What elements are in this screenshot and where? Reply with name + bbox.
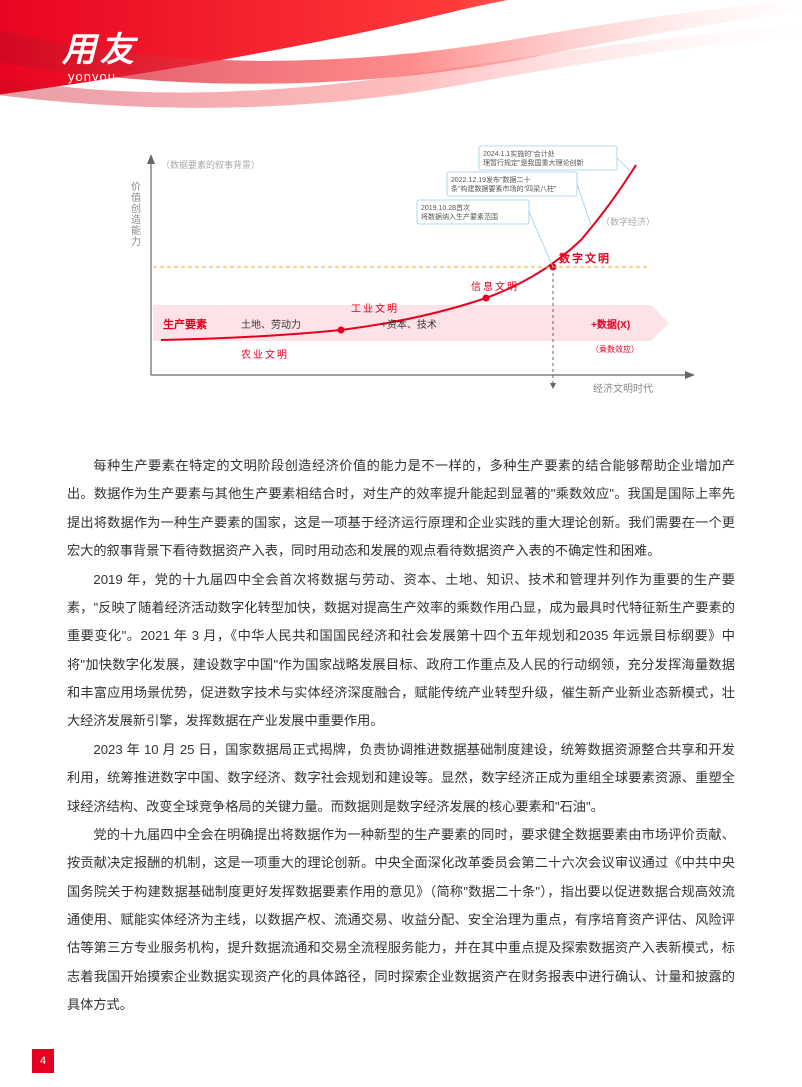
x-axis-label: 经济文明时代 bbox=[593, 382, 653, 395]
y-axis-sublabel: （数据要素的叙事背景） bbox=[161, 159, 260, 170]
band-item-0: 土地、劳动力 bbox=[241, 318, 301, 331]
logo-cn: 用友 bbox=[62, 22, 138, 71]
paragraph-2: 2023 年 10 月 25 日，国家数据局正式揭牌，负责协调推进数据基础制度建… bbox=[67, 736, 735, 821]
band-item-3: +数据(X) bbox=[591, 318, 630, 331]
brand-logo: 用友 yonyou bbox=[62, 22, 138, 84]
y-axis-label: 价值创 造能力 bbox=[131, 181, 144, 248]
value-creation-chart: 价值创 造能力 （数据要素的叙事背景） 生产要素 土地、劳动力 +资本、技术 +… bbox=[91, 140, 711, 430]
future-label: （数字经济） bbox=[601, 216, 655, 227]
band-note: （乘数效应） bbox=[591, 344, 639, 354]
civ-3: 数字文明 bbox=[559, 251, 611, 265]
band-label: 生产要素 bbox=[163, 317, 207, 331]
paragraph-3: 党的十九届四中全会在明确提出将数据作为一种新型的生产要素的同时，要求健全数据要素… bbox=[67, 821, 735, 1020]
civ-0: 农业文明 bbox=[241, 348, 289, 361]
page-number: 4 bbox=[32, 1049, 54, 1073]
civ-2: 信息文明 bbox=[471, 280, 519, 293]
chart-svg: 价值创 造能力 （数据要素的叙事背景） 生产要素 土地、劳动力 +资本、技术 +… bbox=[91, 140, 711, 430]
paragraph-1: 2019 年，党的十九届四中全会首次将数据与劳动、资本、土地、知识、技术和管理并… bbox=[67, 566, 735, 736]
annotation-0: 2019.10.28首次将数据纳入生产要素范围 bbox=[417, 200, 553, 267]
band-item-1: +资本、技术 bbox=[381, 318, 437, 331]
paragraph-0: 每种生产要素在特定的文明阶段创造经济价值的能力是不一样的，多种生产要素的结合能够… bbox=[67, 452, 735, 566]
page-header: 用友 yonyou bbox=[0, 0, 802, 110]
body-text: 每种生产要素在特定的文明阶段创造经济价值的能力是不一样的，多种生产要素的结合能够… bbox=[67, 452, 735, 1020]
civ-1: 工业文明 bbox=[351, 302, 399, 315]
logo-en: yonyou bbox=[68, 69, 138, 84]
annotation-2: 2024.1.1实施的"会计处理暂行规定"是我国重大理论创新 bbox=[479, 146, 631, 172]
